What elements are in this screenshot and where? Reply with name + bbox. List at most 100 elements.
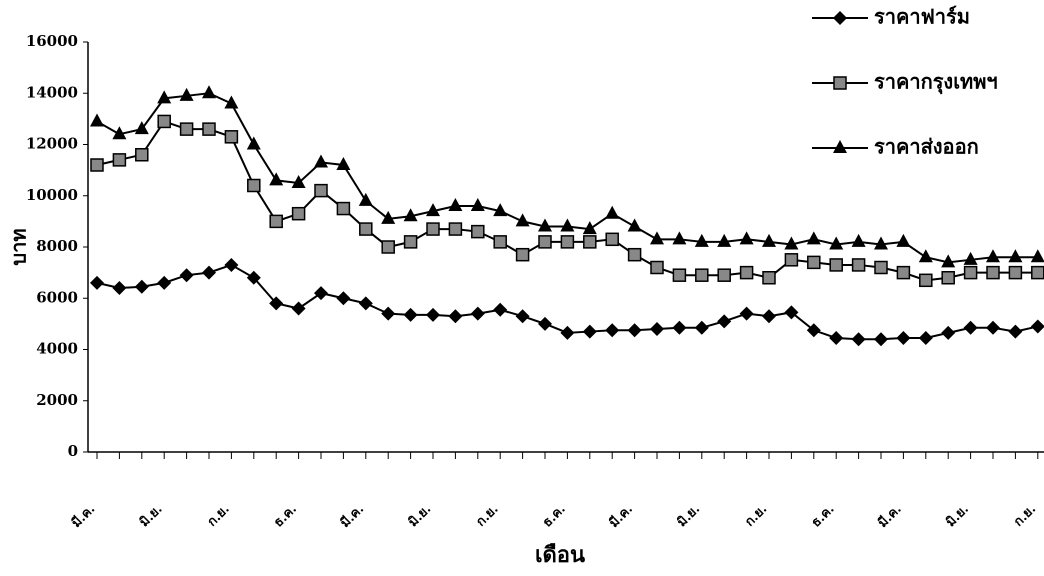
point (538, 235, 552, 249)
point (291, 206, 306, 221)
x-tick-label: ธ.ค. (809, 502, 838, 531)
point (381, 240, 395, 254)
point (784, 236, 799, 250)
point (896, 265, 911, 280)
point (314, 286, 328, 301)
legend-label: ราคากรุงเทพฯ (874, 70, 998, 95)
point (806, 231, 821, 245)
point (941, 325, 956, 340)
point (179, 87, 194, 101)
point (874, 236, 888, 250)
y-tick-label: 10000 (26, 186, 78, 204)
point (1008, 249, 1023, 263)
point (448, 222, 463, 236)
x-tick-label: ธ.ค. (540, 502, 569, 531)
point (291, 301, 306, 316)
x-tick-label: ก.ย. (205, 502, 233, 530)
point (336, 291, 351, 306)
x-tick-label: ก.ย. (474, 502, 502, 530)
y-tick-label: 16000 (26, 32, 78, 50)
point (672, 268, 687, 282)
point (112, 281, 127, 295)
point (358, 192, 373, 206)
point (493, 203, 508, 217)
point (739, 306, 754, 321)
point (762, 271, 776, 285)
point (1008, 324, 1023, 339)
point (336, 201, 351, 216)
x-axis-label: เดือน (535, 542, 585, 568)
point (381, 306, 396, 321)
point (515, 213, 530, 227)
x-tick-label: มิ.ย. (943, 502, 971, 530)
point (739, 231, 754, 245)
point (90, 275, 104, 290)
point (403, 307, 418, 322)
y-tick-label: 6000 (36, 288, 78, 306)
point (829, 258, 843, 272)
point (739, 265, 754, 280)
point (112, 153, 127, 167)
x-tick-label: มิ.ย. (406, 502, 434, 530)
point (963, 251, 978, 265)
point (135, 148, 149, 162)
x-tick-label: มี.ค. (606, 501, 636, 531)
point (269, 172, 284, 186)
point (672, 320, 687, 335)
point (538, 218, 552, 232)
point (403, 208, 418, 222)
point (247, 178, 261, 193)
point (179, 268, 194, 283)
x-tick-label: มิ.ย. (675, 502, 703, 530)
legend-label: ราคาส่งออก (874, 135, 979, 159)
point (784, 253, 799, 267)
point (963, 320, 978, 335)
y-tick-label: 2000 (36, 391, 78, 409)
y-axis-label: บาท (7, 228, 31, 265)
y-tick-label: 0 (68, 442, 78, 460)
point (874, 332, 888, 347)
point (359, 222, 373, 236)
point (986, 265, 1000, 280)
point (941, 271, 955, 285)
x-tick-label: มี.ค. (68, 501, 98, 531)
point (650, 231, 664, 245)
point (134, 279, 149, 294)
point (426, 222, 440, 236)
point (717, 314, 732, 329)
point (358, 296, 373, 311)
point (694, 233, 709, 247)
point (650, 260, 664, 275)
point (202, 85, 216, 99)
point (224, 257, 239, 272)
point (112, 126, 127, 140)
point (202, 265, 216, 280)
y-tick-label: 12000 (26, 135, 78, 153)
x-tick-label: ก.ย. (1011, 502, 1039, 530)
point (650, 322, 664, 336)
y-tick-label: 4000 (36, 340, 78, 358)
point (314, 183, 328, 198)
point (919, 273, 933, 288)
point (224, 95, 239, 109)
point (381, 210, 396, 224)
point (157, 114, 171, 129)
point (470, 306, 485, 321)
x-tick-label: มี.ค. (875, 501, 905, 531)
point (918, 249, 933, 263)
point (515, 309, 530, 324)
point (963, 265, 978, 280)
point (986, 320, 1000, 335)
point (695, 268, 709, 282)
point (560, 235, 575, 249)
point (471, 224, 485, 239)
point (627, 247, 642, 262)
y-tick-label: 8000 (36, 237, 78, 255)
point (829, 236, 844, 250)
point (90, 113, 104, 127)
point (1030, 319, 1044, 334)
point (672, 231, 687, 245)
point (582, 324, 597, 339)
